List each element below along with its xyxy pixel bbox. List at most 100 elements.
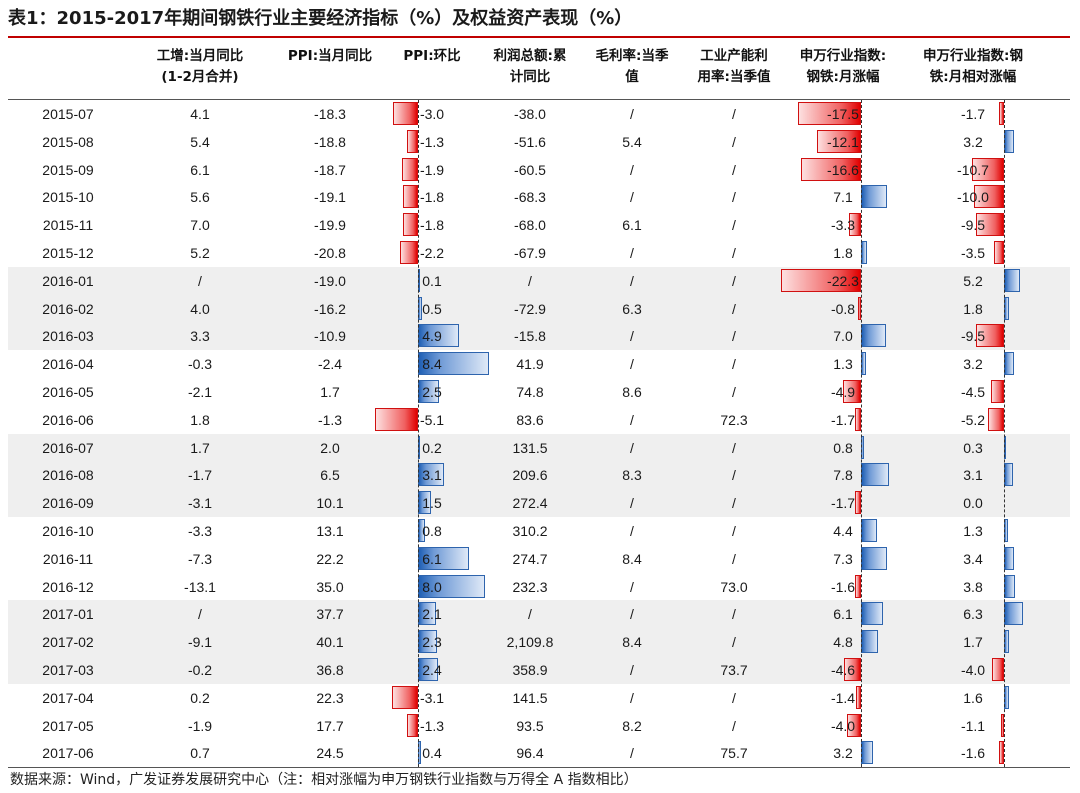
cell-ppi-mom: 6.1: [422, 550, 442, 567]
cell-ppi-yoy: -10.9: [314, 328, 346, 345]
cell-month: 2015-09: [42, 161, 94, 178]
cell-ppi-mom: -1.3: [419, 133, 445, 150]
cell-capacity-util: /: [732, 467, 736, 484]
cell-month: 2016-07: [42, 439, 94, 456]
cell-month: 2016-06: [42, 411, 94, 428]
cell-profit-ytd-yoy: -15.8: [514, 328, 546, 345]
header-sw-steel-relative: 申万行业指数:钢 铁:月相对涨幅: [923, 48, 1023, 85]
source-note: 数据来源：Wind，广发证券发展研究中心（注：相对涨幅为申万钢铁行业指数与万得全…: [10, 772, 638, 788]
sw-steel-return-bar: [849, 213, 861, 237]
sw-steel-relative-bar: [988, 407, 1004, 431]
ppi-mom-bar: [402, 185, 418, 209]
cell-ppi-yoy: -20.8: [314, 245, 346, 261]
cell-ppi-mom: 4.9: [422, 328, 442, 345]
table-row: 2016-04 -0.3 -2.4 8.4 41.9 / / 1.3 3.2: [8, 350, 1070, 378]
ppi-mom-bar: [407, 129, 418, 153]
sw-steel-relative-bar: [971, 157, 1004, 181]
cell-ip-yoy: -13.1: [184, 578, 216, 595]
cell-ppi-mom: 0.8: [422, 523, 442, 539]
header-capacity-util: 工业产能利 用率:当季值: [697, 48, 771, 85]
ppi-mom-bar: [407, 713, 418, 737]
table-title: 表1：2015-2017年期间钢铁行业主要经济指标（%）及权益资产表现（%）: [8, 8, 633, 29]
table-row: 2015-09 6.1 -18.7 -1.9 -60.5 / / -16.6 -10.7: [8, 156, 1070, 184]
cell-month: 2017-02: [42, 634, 94, 651]
cell-profit-ytd-yoy: -67.9: [514, 245, 546, 261]
cell-sw-steel-return: -3.3: [830, 217, 856, 234]
sw-steel-return-bar: [846, 713, 861, 737]
table-row: 2016-09 -3.1 10.1 1.5 272.4 / / -1.7 0.0: [8, 489, 1070, 517]
cell-ppi-mom: -3.1: [419, 689, 445, 706]
cell-ip-yoy: 1.7: [190, 439, 210, 456]
cell-month: 2016-10: [42, 523, 94, 539]
cell-profit-ytd-yoy: 2,109.8: [506, 634, 554, 651]
cell-ip-yoy: 3.3: [190, 328, 210, 345]
cell-capacity-util: /: [732, 106, 736, 122]
cell-capacity-util: /: [732, 133, 736, 150]
cell-sw-steel-return: -1.6: [830, 578, 856, 595]
cell-capacity-util: /: [732, 689, 736, 706]
table-row: 2016-10 -3.3 13.1 0.8 310.2 / / 4.4 1.3: [8, 517, 1070, 545]
table-row: 2016-05 -2.1 1.7 2.5 74.8 8.6 / -4.9 -4.5: [8, 378, 1070, 406]
sw-steel-relative-bar: [999, 741, 1004, 765]
ppi-mom-bar: [402, 157, 418, 181]
cell-capacity-util: /: [732, 161, 736, 178]
cell-sw-steel-return: 6.1: [833, 606, 853, 623]
cell-ppi-mom: -5.1: [419, 411, 445, 428]
cell-profit-ytd-yoy: 358.9: [512, 662, 548, 678]
cell-gross-margin: 5.4: [622, 133, 642, 150]
table-row: 2017-02 -9.1 40.1 2.3 2,109.8 8.4 / 4.8 1.7: [8, 628, 1070, 656]
cell-ip-yoy: -0.2: [187, 662, 213, 678]
table-row: 2016-06 1.8 -1.3 -5.1 83.6 / 72.3 -1.7 -5.2: [8, 406, 1070, 434]
cell-sw-steel-relative: 3.2: [963, 133, 983, 150]
cell-ppi-mom: -2.2: [419, 245, 445, 261]
cell-ip-yoy: -7.3: [187, 550, 213, 567]
ppi-mom-bar: [391, 685, 418, 709]
cell-ip-yoy: -2.1: [187, 384, 213, 400]
cell-ppi-yoy: -2.4: [317, 356, 343, 373]
cell-ip-yoy: 4.1: [190, 106, 210, 122]
cell-profit-ytd-yoy: 131.5: [512, 439, 548, 456]
header-ppi-mom: PPI:环比: [403, 48, 461, 64]
ppi-mom-zero-axis: [418, 100, 419, 767]
cell-profit-ytd-yoy: -72.9: [514, 300, 546, 317]
cell-gross-margin: 8.4: [622, 634, 642, 651]
cell-sw-steel-relative: 3.4: [963, 550, 983, 567]
cell-gross-margin: /: [630, 523, 634, 539]
cell-sw-steel-relative: -4.5: [960, 384, 986, 400]
cell-capacity-util: /: [732, 189, 736, 206]
ppi-mom-bar: [399, 241, 418, 264]
sw-steel-return-bar: [855, 574, 861, 598]
cell-gross-margin: /: [630, 439, 634, 456]
cell-sw-steel-relative: -9.5: [960, 217, 986, 234]
header-gross-margin: 毛利率:当季 值: [595, 48, 669, 85]
cell-ppi-mom: 2.1: [422, 606, 442, 623]
cell-capacity-util: /: [732, 217, 736, 234]
cell-ip-yoy: -1.7: [187, 467, 213, 484]
header-rule: [8, 99, 1070, 100]
cell-ppi-yoy: 22.3: [316, 689, 344, 706]
cell-sw-steel-return: -1.4: [830, 689, 856, 706]
cell-profit-ytd-yoy: 41.9: [516, 356, 544, 373]
cell-month: 2015-10: [42, 189, 94, 206]
table-header: 工增:当月同比 (1-2月合并) PPI:当月同比 PPI:环比 利润总额:累 计同比…: [8, 40, 1070, 98]
cell-gross-margin: 8.2: [622, 717, 642, 734]
cell-ip-yoy: -0.3: [187, 356, 213, 373]
cell-sw-steel-relative: 6.3: [963, 606, 983, 623]
cell-sw-steel-relative: -4.0: [960, 662, 986, 678]
cell-sw-steel-return: 7.3: [833, 550, 853, 567]
cell-sw-steel-relative: 0.0: [963, 495, 983, 512]
header-ppi-yoy: PPI:当月同比: [287, 48, 373, 64]
sw-relative-zero-axis: [1004, 100, 1005, 767]
sw-steel-relative-bar: [992, 658, 1004, 681]
cell-month: 2016-02: [42, 300, 94, 317]
cell-ppi-mom: 2.4: [422, 662, 442, 678]
cell-ip-yoy: 5.2: [190, 245, 210, 261]
title-rule: [8, 36, 1070, 38]
cell-sw-steel-return: -4.9: [830, 384, 856, 400]
cell-profit-ytd-yoy: -60.5: [514, 161, 546, 178]
table-row: 2017-06 0.7 24.5 0.4 96.4 / 75.7 3.2 -1.6: [8, 739, 1070, 767]
cell-gross-margin: /: [630, 495, 634, 512]
table-row: 2016-11 -7.3 22.2 6.1 274.7 8.4 / 7.3 3.4: [8, 545, 1070, 573]
cell-ppi-mom: -3.0: [419, 106, 445, 122]
cell-sw-steel-relative: -1.6: [960, 745, 986, 762]
